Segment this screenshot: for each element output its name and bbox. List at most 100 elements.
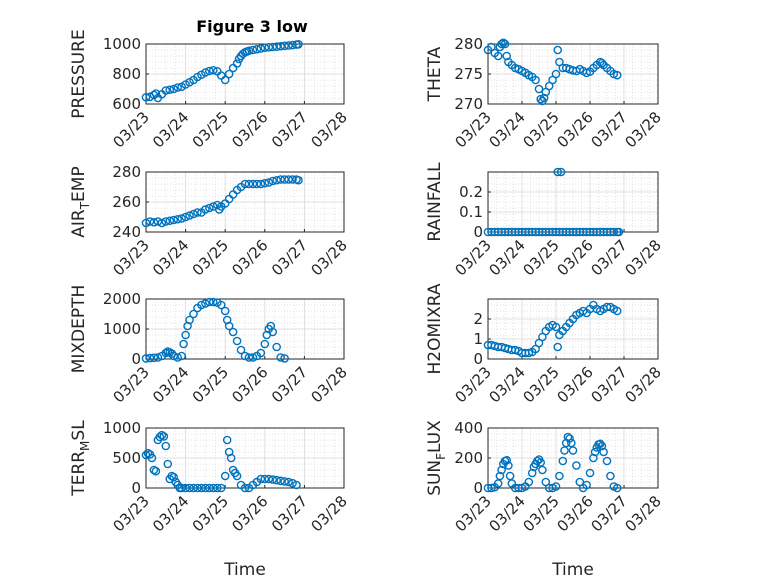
data-point bbox=[276, 175, 285, 184]
y-axis-label: PRESSURE bbox=[69, 29, 89, 118]
data-point bbox=[252, 179, 262, 189]
data-point bbox=[280, 354, 289, 363]
data-point bbox=[224, 321, 234, 331]
data-point bbox=[551, 322, 561, 332]
data-point bbox=[177, 351, 186, 361]
x-tick-label: 03/25 bbox=[520, 108, 563, 151]
x-tick-label: 03/25 bbox=[189, 108, 232, 151]
data-point bbox=[201, 68, 210, 77]
data-point bbox=[268, 42, 278, 52]
data-point bbox=[205, 483, 214, 493]
data-point bbox=[590, 447, 600, 457]
x-tick-label: 03/23 bbox=[452, 108, 495, 151]
y-tick-label: 270 bbox=[454, 95, 483, 113]
data-point bbox=[294, 40, 303, 49]
y-tick-label: 800 bbox=[112, 65, 141, 83]
data-point bbox=[248, 353, 258, 362]
x-tick-label: 03/27 bbox=[588, 492, 631, 535]
data-point bbox=[272, 342, 281, 352]
data-point bbox=[205, 66, 214, 76]
y-tick-label: 2 bbox=[473, 310, 483, 328]
data-point bbox=[534, 84, 544, 94]
y-tick-label: 2000 bbox=[103, 290, 141, 308]
data-point bbox=[539, 93, 549, 103]
data-point bbox=[256, 348, 266, 358]
data-point bbox=[185, 211, 194, 220]
x-tick-label: 03/26 bbox=[554, 492, 597, 535]
x-tick-label: 03/24 bbox=[149, 492, 192, 535]
y-tick-label: 0 bbox=[473, 223, 483, 241]
data-point bbox=[585, 468, 595, 478]
data-point bbox=[284, 175, 293, 184]
x-tick-label: 03/25 bbox=[520, 492, 563, 535]
data-point bbox=[216, 300, 226, 310]
x-tick-label: 03/28 bbox=[308, 363, 351, 406]
x-axis-label: Time bbox=[223, 560, 266, 580]
data-point bbox=[606, 471, 615, 481]
data-point bbox=[497, 465, 506, 475]
y-tick-label: 0.2 bbox=[459, 183, 483, 201]
data-point bbox=[226, 453, 236, 463]
data-point bbox=[256, 44, 266, 53]
data-point bbox=[232, 471, 242, 481]
data-point bbox=[524, 477, 534, 487]
data-point bbox=[612, 70, 622, 80]
x-tick-label: 03/27 bbox=[588, 108, 631, 151]
y-tick-label: 0.1 bbox=[459, 203, 483, 221]
data-point bbox=[612, 483, 622, 493]
y-axis-label-subscript: M bbox=[78, 441, 92, 451]
y-tick-label: 0 bbox=[131, 479, 141, 497]
data-point bbox=[232, 59, 242, 68]
data-point bbox=[181, 330, 190, 340]
data-point bbox=[551, 69, 561, 79]
data-point bbox=[222, 435, 232, 445]
y-axis-label: RAINFALL bbox=[425, 162, 445, 242]
y-tick-label: 200 bbox=[454, 449, 483, 467]
y-tick-label: 280 bbox=[112, 163, 141, 181]
x-tick-label: 03/28 bbox=[308, 492, 351, 535]
data-point bbox=[240, 483, 250, 493]
data-point bbox=[153, 217, 163, 226]
data-point bbox=[538, 465, 547, 475]
y-tick-label: 1000 bbox=[103, 35, 141, 53]
data-point bbox=[276, 476, 285, 486]
data-point bbox=[284, 41, 293, 50]
data-point bbox=[244, 46, 254, 56]
data-point bbox=[240, 351, 250, 361]
x-tick-label: 03/28 bbox=[622, 492, 665, 535]
data-point bbox=[173, 83, 182, 92]
y-tick-label: 500 bbox=[112, 449, 141, 467]
x-tick-label: 03/26 bbox=[228, 363, 271, 406]
data-point bbox=[216, 483, 226, 493]
y-tick-label: 280 bbox=[454, 35, 483, 53]
data-point bbox=[201, 483, 210, 493]
data-point bbox=[268, 475, 278, 484]
data-point bbox=[159, 432, 169, 441]
x-tick-label: 03/26 bbox=[554, 363, 597, 406]
data-point bbox=[553, 342, 563, 352]
data-point bbox=[244, 353, 254, 362]
data-point bbox=[609, 227, 619, 237]
data-point bbox=[181, 483, 190, 493]
x-tick-label: 03/24 bbox=[149, 236, 192, 279]
data-point bbox=[189, 483, 198, 493]
x-axis-label: Time bbox=[551, 560, 594, 580]
data-point bbox=[163, 459, 173, 469]
data-point bbox=[280, 477, 289, 486]
x-tick-label: 03/25 bbox=[520, 363, 563, 406]
data-point bbox=[553, 45, 563, 55]
x-tick-label: 03/23 bbox=[110, 236, 153, 279]
data-point bbox=[193, 208, 202, 217]
y-tick-label: 0 bbox=[473, 479, 483, 497]
x-tick-label: 03/28 bbox=[622, 108, 665, 151]
y-axis-label: H2OMIXRA bbox=[425, 283, 445, 374]
data-point bbox=[201, 205, 210, 214]
data-point bbox=[141, 354, 151, 363]
data-point bbox=[179, 339, 188, 349]
data-point bbox=[157, 218, 167, 228]
data-point bbox=[276, 353, 285, 362]
x-tick-label: 03/23 bbox=[110, 363, 153, 406]
data-point bbox=[161, 348, 171, 358]
